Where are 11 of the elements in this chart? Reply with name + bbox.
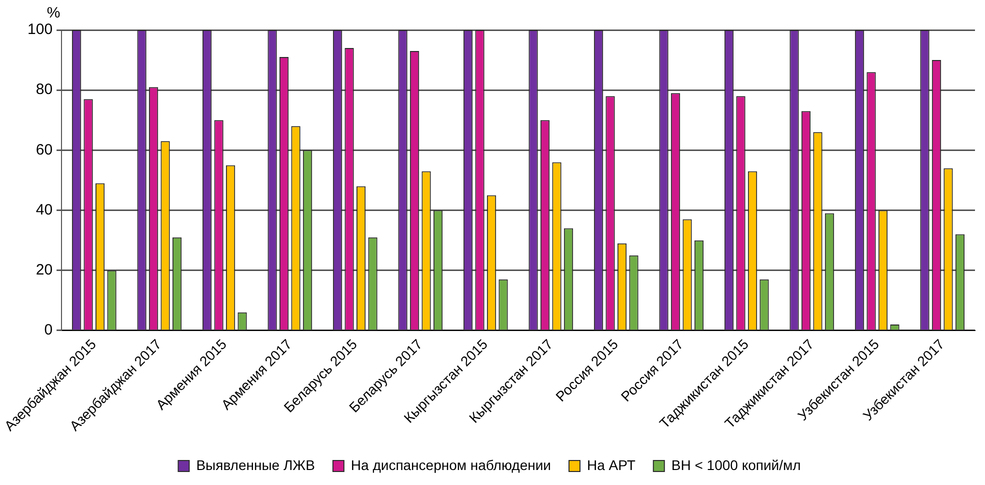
legend-label: Выявленные ЛЖВ	[196, 456, 315, 473]
y-tick-label: 0	[44, 322, 53, 339]
legend-label: На диспансерном наблюдении	[350, 456, 551, 473]
y-tick-label: 40	[36, 201, 53, 218]
y-tick-label: 100	[28, 21, 53, 38]
legend-label: ВН < 1000 копий/мл	[671, 456, 801, 473]
y-tick-label: 20	[36, 262, 53, 279]
legend-label: На АРТ	[586, 456, 636, 473]
y-tick-label: 80	[36, 81, 53, 98]
y-axis-title: %	[46, 4, 60, 22]
y-tick-label: 60	[36, 141, 53, 158]
